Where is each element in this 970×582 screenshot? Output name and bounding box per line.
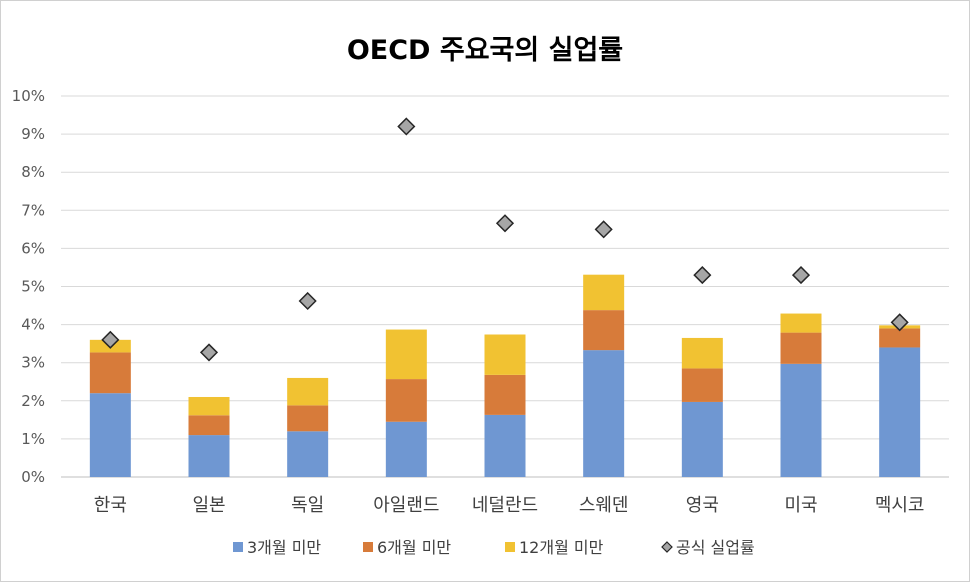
official-rate-marker (890, 313, 909, 332)
official-rate-marker (199, 343, 219, 362)
bar-segment (583, 350, 625, 477)
bar-segment (287, 377, 329, 406)
markers (101, 117, 909, 362)
x-category-label: 아일랜드 (373, 495, 439, 516)
y-tick-label: 0% (21, 468, 45, 486)
bar-segment (879, 347, 921, 477)
bars (89, 274, 921, 477)
bar-segment (188, 435, 230, 477)
legend-label: 3개월 미만 (247, 538, 321, 557)
bar-segment (385, 329, 427, 380)
bar-segment (681, 337, 723, 369)
legend: 3개월 미만 6개월 미만 12개월 미만 공식 실업률 (233, 538, 755, 557)
legend-swatch (661, 541, 673, 553)
x-category-label: 미국 (784, 495, 817, 516)
bar-segment (188, 415, 230, 436)
y-tick-label: 4% (21, 316, 45, 334)
official-rate-marker (693, 266, 712, 285)
bar-segment (780, 332, 822, 364)
y-axis-ticks: 0% 1% 2% 3% 4% 5% 6% 7% 8% 9% 10% (12, 87, 45, 486)
x-category-label: 네덜란드 (472, 495, 538, 516)
y-tick-label: 3% (21, 354, 45, 372)
legend-swatch (233, 542, 243, 552)
y-tick-label: 9% (21, 125, 45, 143)
bar-segment (780, 363, 822, 477)
bar-segment (484, 374, 526, 415)
bar-segment (879, 328, 921, 348)
bar-segment (287, 431, 329, 477)
x-category-label: 멕시코 (875, 495, 925, 516)
official-rate-marker (397, 117, 416, 136)
bar-segment (681, 368, 723, 402)
bar-segment (385, 421, 427, 477)
bar-segment (583, 310, 625, 351)
y-tick-label: 1% (21, 430, 45, 448)
y-tick-label: 10% (12, 87, 45, 105)
y-tick-label: 8% (21, 163, 45, 181)
bar-segment (287, 405, 329, 432)
x-category-label: 스웨덴 (579, 495, 629, 516)
official-rate-marker (495, 214, 515, 233)
y-tick-label: 6% (21, 239, 45, 257)
official-rate-marker (101, 330, 120, 349)
bar-segment (484, 334, 526, 375)
legend-label: 6개월 미만 (377, 538, 451, 557)
legend-swatch (505, 542, 515, 552)
bar-segment (780, 313, 822, 333)
x-category-label: 독일 (291, 495, 324, 516)
bar-segment (681, 401, 723, 477)
y-tick-label: 5% (21, 278, 45, 296)
x-axis-labels: 한국 일본 독일 아일랜드 네덜란드 스웨덴 영국 미국 멕시코 (94, 495, 925, 516)
y-tick-label: 7% (21, 201, 45, 219)
official-rate-marker (594, 220, 613, 239)
chart-title: OECD 주요국의 실업률 (347, 35, 623, 66)
legend-label: 공식 실업률 (676, 538, 755, 557)
official-rate-marker (298, 291, 317, 311)
x-category-label: 일본 (192, 495, 225, 516)
official-rate-marker (791, 266, 811, 285)
legend-label: 12개월 미만 (519, 538, 604, 557)
x-category-label: 한국 (94, 495, 127, 516)
x-category-label: 영국 (686, 495, 719, 516)
bar-segment (89, 393, 131, 477)
bar-segment (583, 274, 625, 311)
bar-segment (89, 352, 131, 394)
bar-segment (484, 414, 526, 477)
legend-swatch (363, 542, 373, 552)
bar-segment (188, 396, 230, 416)
y-tick-label: 2% (21, 392, 45, 410)
bar-segment (385, 379, 427, 422)
